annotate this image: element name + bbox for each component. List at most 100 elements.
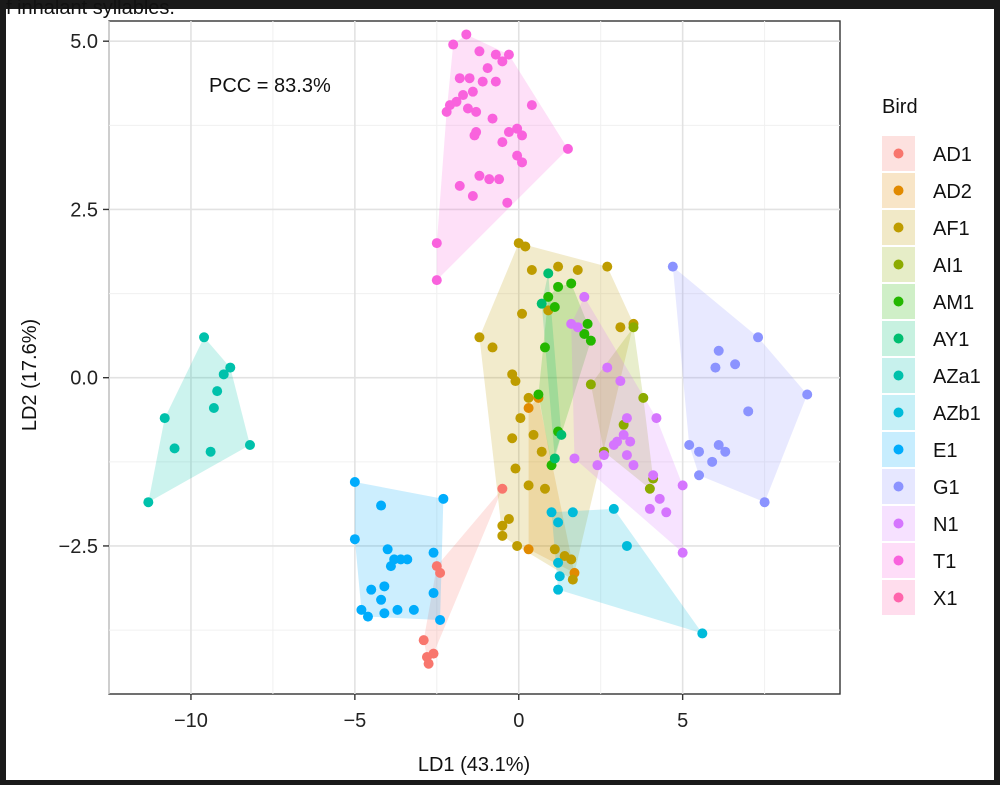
point-t1 xyxy=(490,49,501,60)
y-axis-ticks: −2.5 0.0 2.5 5.0 xyxy=(59,31,109,558)
point-t1 xyxy=(503,49,514,60)
hull-t1 xyxy=(436,34,568,281)
point-t1 xyxy=(469,130,480,141)
legend-dot-e1 xyxy=(893,444,904,455)
point-e1 xyxy=(379,608,390,619)
point-af1 xyxy=(539,483,550,494)
point-ay1 xyxy=(536,298,547,309)
point-af1 xyxy=(497,520,508,531)
point-n1 xyxy=(569,453,580,464)
point-t1 xyxy=(502,197,513,208)
point-aza1 xyxy=(143,497,154,508)
point-t1 xyxy=(454,73,465,84)
point-azb1 xyxy=(553,517,564,528)
point-t1 xyxy=(431,238,442,249)
legend-label-e1: E1 xyxy=(933,440,957,462)
point-azb1 xyxy=(697,628,708,639)
point-af1 xyxy=(549,544,560,555)
point-n1 xyxy=(648,470,659,481)
hull-ay1 xyxy=(541,273,562,459)
point-af1 xyxy=(474,332,485,343)
legend-dot-n1 xyxy=(893,518,904,529)
point-g1 xyxy=(713,345,724,356)
point-af1 xyxy=(510,376,521,387)
legend-label-n1: N1 xyxy=(933,514,959,536)
legend-label-g1: G1 xyxy=(933,477,960,499)
point-af1 xyxy=(566,554,577,565)
point-af1 xyxy=(553,261,564,272)
point-n1 xyxy=(566,318,577,329)
point-am1 xyxy=(533,389,544,400)
point-am1 xyxy=(549,302,560,313)
hull-ad2 xyxy=(528,397,575,573)
legend-dot-t1 xyxy=(893,555,904,566)
point-af1 xyxy=(526,265,537,276)
point-e1 xyxy=(385,561,396,572)
point-t1 xyxy=(497,56,508,67)
point-ad1 xyxy=(423,658,434,669)
point-t1 xyxy=(482,63,493,74)
legend-dot-aza1 xyxy=(893,370,904,381)
point-am1 xyxy=(539,342,550,353)
point-ad2 xyxy=(523,402,534,413)
point-af1 xyxy=(503,514,514,525)
point-e1 xyxy=(402,554,413,565)
legend-dot-ay1 xyxy=(893,333,904,344)
point-t1 xyxy=(462,103,473,114)
point-af1 xyxy=(487,342,498,353)
point-n1 xyxy=(618,429,629,440)
point-e1 xyxy=(428,588,439,599)
point-g1 xyxy=(753,332,764,343)
point-af1 xyxy=(497,530,508,541)
point-e1 xyxy=(349,477,360,488)
x-tick-label: −5 xyxy=(343,710,366,732)
legend-label-x1: X1 xyxy=(933,588,957,610)
point-n1 xyxy=(625,436,636,447)
x-tick-label: −10 xyxy=(174,710,208,732)
legend-label-ad2: AD2 xyxy=(933,181,972,203)
point-azb1 xyxy=(553,557,564,568)
scatter-chart: −10 −5 0 5 −2.5 0.0 2.5 5.0 PCC = 83.3% LD1 (4… xyxy=(19,20,981,776)
legend-label-t1: T1 xyxy=(933,551,956,573)
point-e1 xyxy=(379,581,390,592)
hull-g1 xyxy=(672,266,808,503)
point-g1 xyxy=(667,261,678,272)
point-t1 xyxy=(471,106,482,117)
point-ay1 xyxy=(556,429,567,440)
point-af1 xyxy=(567,574,578,585)
point-g1 xyxy=(707,456,718,467)
point-t1 xyxy=(458,90,469,101)
y-tick-label: 0.0 xyxy=(70,368,98,390)
x-axis-ticks: −10 −5 0 5 xyxy=(174,694,688,732)
point-g1 xyxy=(743,406,754,417)
point-g1 xyxy=(694,470,705,481)
point-e1 xyxy=(376,594,387,605)
point-n1 xyxy=(677,480,688,491)
hull-af1 xyxy=(479,243,634,580)
legend-label-am1: AM1 xyxy=(933,292,974,314)
point-ad2 xyxy=(523,544,534,555)
caption-fragment: f inhalant syllables. xyxy=(6,0,175,19)
point-aza1 xyxy=(244,439,255,450)
point-azb1 xyxy=(554,571,565,582)
x-axis-label: LD1 (43.1%) xyxy=(418,754,530,776)
plot-panel xyxy=(108,20,841,695)
point-ad1 xyxy=(497,483,508,494)
point-n1 xyxy=(598,450,609,461)
point-n1 xyxy=(661,507,672,518)
y-tick-label: 2.5 xyxy=(70,199,98,221)
point-azb1 xyxy=(621,540,632,551)
y-tick-label: −2.5 xyxy=(59,536,98,558)
point-g1 xyxy=(759,497,770,508)
point-t1 xyxy=(474,170,485,181)
point-ad1 xyxy=(428,648,439,659)
point-g1 xyxy=(710,362,721,373)
point-g1 xyxy=(713,439,724,450)
point-ay1 xyxy=(543,268,554,279)
point-t1 xyxy=(484,174,495,185)
point-am1 xyxy=(553,281,564,292)
point-e1 xyxy=(376,500,387,511)
x-tick-label: 0 xyxy=(513,710,524,732)
point-n1 xyxy=(592,460,603,471)
point-af1 xyxy=(528,429,539,440)
